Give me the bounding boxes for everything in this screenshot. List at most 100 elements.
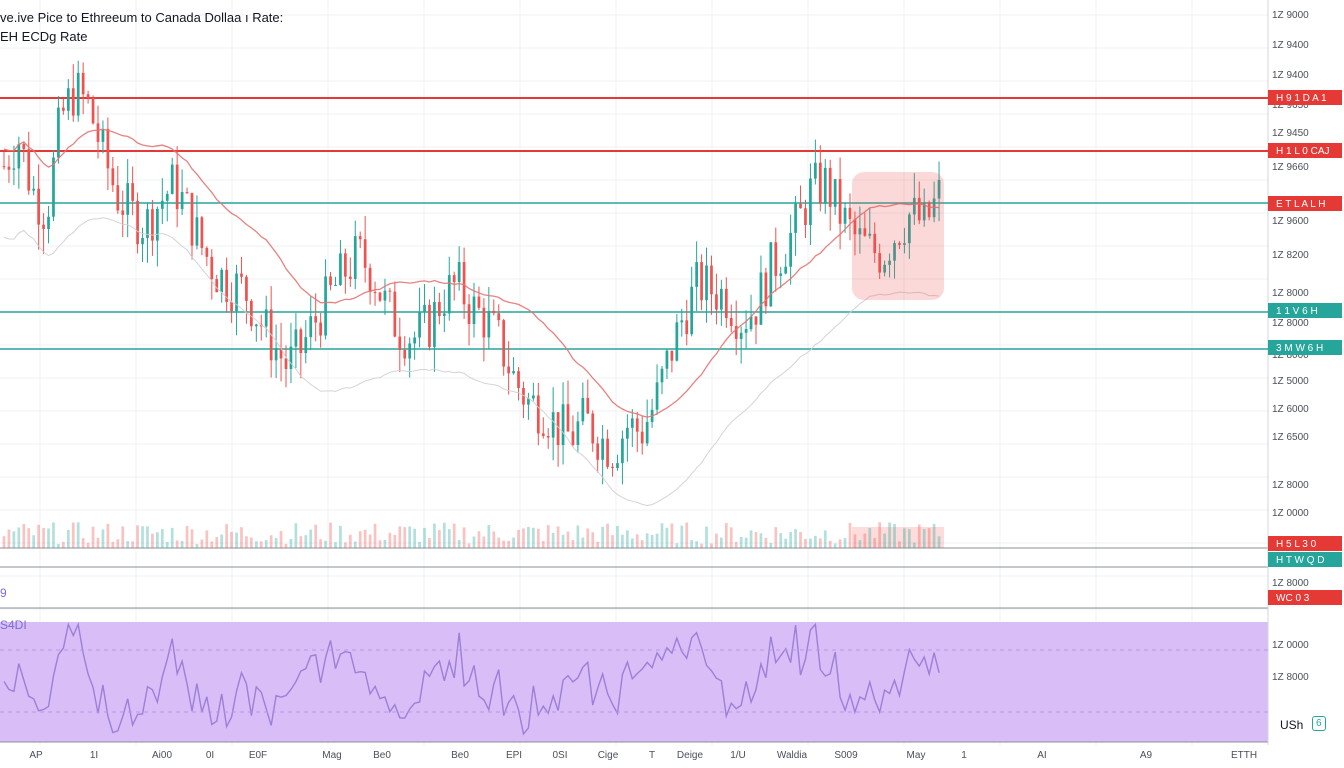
volume-bar <box>383 539 387 548</box>
y-tick-label: 1Z 8000 <box>1272 350 1309 361</box>
candle-body <box>532 395 535 399</box>
volume-bar <box>339 525 342 548</box>
volume-bar <box>22 524 26 548</box>
volume-bar <box>269 535 273 548</box>
volume-bar <box>903 528 906 548</box>
candle-body <box>66 88 70 111</box>
x-tick-label: May <box>907 750 926 761</box>
candle-body <box>517 371 520 388</box>
volume-bar <box>606 523 609 548</box>
candle-body <box>685 320 689 335</box>
volume-bar <box>7 529 11 548</box>
candle-body <box>497 313 501 321</box>
volume-bar <box>111 541 115 548</box>
candle-body <box>744 329 748 333</box>
candle-body <box>37 188 40 225</box>
x-tick-label: Be0 <box>451 750 469 761</box>
candle-body <box>175 164 179 210</box>
volume-bar <box>843 538 847 548</box>
volume-bar <box>136 525 139 548</box>
candle-body <box>883 264 886 273</box>
candle-body <box>606 438 609 467</box>
y-tick-label: 1Z 9400 <box>1272 40 1309 51</box>
volume-bar <box>47 528 50 548</box>
candle-body <box>467 304 471 324</box>
volume-bar <box>779 533 783 548</box>
volume-bar <box>784 538 788 548</box>
volume-bar <box>596 541 600 548</box>
volume-bar <box>284 543 288 548</box>
x-tick-label: E0F <box>249 750 267 761</box>
volume-bar <box>774 527 778 548</box>
candle-body <box>932 198 936 218</box>
candle-body <box>477 296 481 308</box>
candle-body <box>927 202 931 218</box>
x-tick-label: ETTH <box>1231 750 1257 761</box>
y-tick-label: 1Z 8000 <box>1272 288 1309 299</box>
candle-body <box>922 202 926 221</box>
volume-bar <box>749 530 753 548</box>
candle-body <box>447 275 451 314</box>
candle-body <box>779 273 783 276</box>
candle-body <box>690 286 694 335</box>
x-tick-label: 1/U <box>730 750 746 761</box>
candle-body <box>640 431 644 444</box>
candle-body <box>903 243 906 245</box>
volume-bar <box>922 529 926 548</box>
y-tick-label: 1Z 8000 <box>1272 578 1309 589</box>
volume-bar <box>512 537 515 548</box>
volume-bar <box>131 541 134 548</box>
volume-bar <box>695 541 698 548</box>
candle-body <box>12 168 16 170</box>
volume-bar <box>210 541 214 548</box>
volume-bar <box>734 541 738 548</box>
candle-body <box>116 185 120 211</box>
x-tick-label: 1 <box>961 750 967 761</box>
candle-body <box>235 273 238 312</box>
candle-body <box>205 247 209 257</box>
candle-body <box>151 209 154 241</box>
candle-body <box>42 224 45 230</box>
candle-body <box>413 337 416 344</box>
candle-body <box>245 276 248 301</box>
candle-body <box>853 219 857 235</box>
volume-bar <box>2 536 6 548</box>
candle-body <box>284 358 288 369</box>
volume-bar <box>141 526 144 548</box>
y-tick-label: 1Z 9600 <box>1272 216 1309 227</box>
volume-bar <box>348 534 352 548</box>
y-tick-label: 1Z 6500 <box>1272 432 1309 443</box>
volume-bar <box>264 540 268 548</box>
currency-badge[interactable]: 6 <box>1312 716 1326 731</box>
x-tick-label: Waldia <box>777 750 808 761</box>
volume-bar <box>442 522 446 548</box>
volume-bar <box>759 533 763 548</box>
volume-bar <box>873 537 877 548</box>
candle-body <box>937 179 941 199</box>
volume-bar <box>438 529 441 548</box>
volume-bar <box>314 524 318 548</box>
candle-body <box>314 316 318 323</box>
x-tick-label: A9 <box>1140 750 1153 761</box>
volume-bar <box>823 530 827 548</box>
candle-body <box>898 243 901 245</box>
candle-body <box>81 72 85 95</box>
volume-bar <box>858 540 862 548</box>
price-marker-bg <box>1268 590 1342 605</box>
price-marker-tag: H 5 L 3 0 <box>1268 536 1342 551</box>
volume-bar <box>868 528 872 548</box>
candle-body <box>507 366 510 374</box>
y-tick-label: 1Z 0000 <box>1272 640 1309 651</box>
volume-bar <box>487 525 491 548</box>
volume-bar <box>635 534 639 548</box>
candle-body <box>680 320 684 323</box>
candle-body <box>2 166 6 168</box>
y-tick-label: 1Z 9000 <box>1272 10 1309 21</box>
y-tick-label: 1Z 0000 <box>1272 508 1309 519</box>
volume-bar <box>378 540 382 548</box>
volume-bar <box>259 541 263 548</box>
volume-bar <box>71 522 75 548</box>
currency-label[interactable]: USh <box>1280 718 1304 732</box>
candle-body <box>220 269 224 293</box>
